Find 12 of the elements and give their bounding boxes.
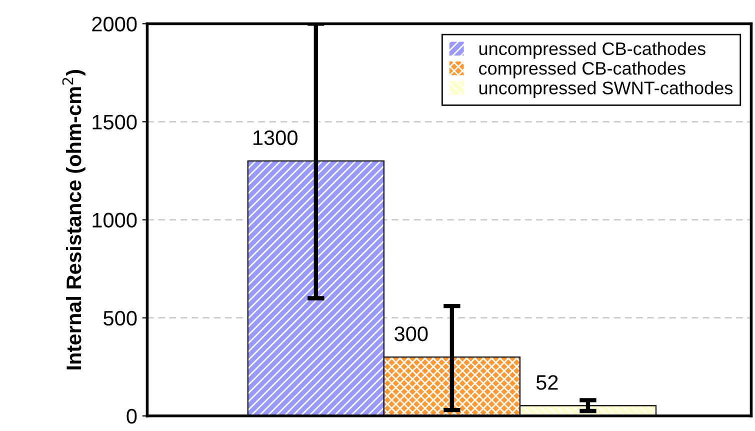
y-tick-label: 1500 (92, 114, 137, 130)
y-tick-label: 0 (126, 408, 137, 424)
legend-label: uncompressed CB-cathodes (479, 42, 706, 59)
data-label: 52 (536, 375, 558, 390)
data-label: 1300 (254, 130, 298, 146)
y-tick-label: 1000 (92, 212, 137, 228)
legend-label: compressed CB-cathodes (479, 61, 686, 78)
data-label: 300 (394, 326, 428, 342)
y-tick-label: 500 (104, 310, 137, 326)
legend-label: uncompressed SWNT-cathodes (479, 81, 733, 98)
y-tick-label: 2000 (92, 16, 137, 32)
y-axis-title: Internal Resistance (ohm-cm$^{2}$) (62, 70, 86, 370)
